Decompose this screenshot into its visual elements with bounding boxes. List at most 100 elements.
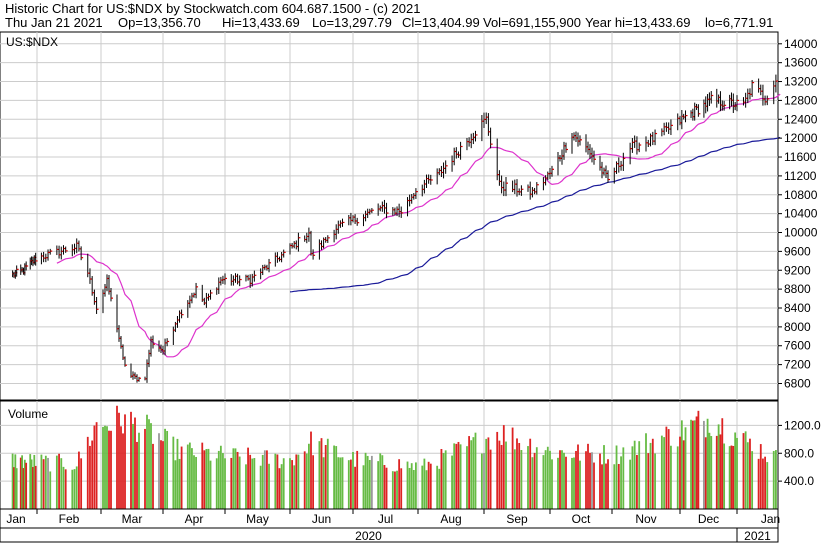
volume-bar (80, 458, 83, 509)
price-bar (613, 167, 617, 184)
volume-bar (178, 458, 181, 509)
volume-bar (605, 463, 607, 509)
volume-bar (15, 468, 18, 509)
volume-bar (455, 443, 458, 509)
volume-bar (451, 455, 453, 509)
volume-bar (551, 459, 553, 509)
price-bar (498, 170, 502, 186)
volume-bar (11, 453, 14, 509)
volume-bar (513, 449, 516, 509)
price-bar (138, 376, 141, 382)
volume-y-axis: 400.0 800.0 1200.0 (778, 418, 821, 488)
price-bar (91, 276, 95, 296)
volume-bar (249, 454, 252, 509)
volume-bar (266, 450, 268, 509)
volume-bar (201, 442, 204, 509)
price-bar (668, 122, 671, 134)
price-bar (636, 136, 639, 155)
price-tick-label: 11200 (784, 169, 817, 183)
volume-bar (571, 457, 573, 509)
volume-bar (489, 449, 492, 509)
volume-bar (186, 444, 189, 509)
price-bar (74, 243, 77, 255)
symbol-label: US:$NDX (6, 35, 58, 49)
x-year-labels: 2020 2021 (355, 528, 771, 543)
volume-bar (546, 446, 549, 509)
quote-volume: Vol=691,155,900 (483, 15, 581, 30)
volume-bar (654, 453, 656, 509)
quote-year-low: lo=6,771.91 (705, 15, 773, 30)
volume-bar (665, 426, 668, 509)
volume-bar (91, 440, 94, 509)
volume-bar (394, 471, 396, 509)
price-bar (531, 187, 535, 198)
price-bar (654, 129, 658, 146)
volume-bar (660, 435, 663, 509)
volume-bar (406, 461, 409, 509)
volume-bar (715, 435, 718, 509)
price-tick-label: 12000 (784, 131, 818, 145)
volume-bar (746, 442, 749, 509)
price-bar (224, 273, 227, 285)
price-tick-label: 13600 (784, 56, 818, 70)
price-bar (616, 161, 619, 174)
volume-bar (172, 436, 175, 509)
volume-bar (310, 431, 312, 509)
x-month-label: Mar (122, 512, 143, 526)
price-bar (56, 245, 59, 256)
volume-bar (459, 444, 462, 509)
volume-bar (44, 455, 47, 509)
volume-title: Volume (8, 407, 48, 421)
volume-bar (335, 446, 338, 509)
volume-bar (691, 420, 694, 509)
volume-bar (230, 457, 233, 509)
volume-bar (368, 459, 371, 509)
volume-bar (603, 445, 605, 509)
volume-bar (649, 442, 652, 509)
price-bar (45, 253, 48, 263)
volume-bar (215, 458, 218, 509)
price-bar (253, 270, 257, 282)
price-bar (490, 127, 493, 149)
volume-bar (717, 424, 720, 509)
volume-bar (772, 450, 775, 509)
volume-bar (663, 437, 666, 509)
volume-bar (297, 454, 300, 509)
volume-bar (158, 433, 160, 509)
volume-bar (164, 428, 166, 509)
volume-bar (93, 425, 96, 509)
volume-bar (132, 423, 134, 509)
price-bar (487, 113, 491, 136)
price-bar (710, 91, 714, 104)
volume-bar (651, 438, 654, 509)
volume-bar (176, 438, 179, 509)
volume-bar (86, 436, 89, 509)
price-bar (685, 110, 688, 123)
volume-bar (152, 443, 154, 509)
price-bar (629, 142, 633, 165)
volume-bar (58, 453, 60, 509)
price-bar (652, 131, 655, 146)
price-bar (661, 128, 664, 137)
price-tick-label: 11600 (784, 150, 817, 164)
quote-low: Lo=13,297.79 (312, 15, 392, 30)
volume-bar (425, 470, 428, 509)
volume-bar (620, 456, 622, 509)
price-bar (775, 74, 778, 93)
price-tick-label: 14000 (784, 37, 818, 51)
price-bar (415, 188, 418, 199)
volume-bar (442, 453, 445, 509)
price-bar (283, 249, 286, 258)
volume-bar (253, 458, 256, 509)
volume-bar (320, 438, 323, 509)
volume-bar (326, 438, 329, 509)
price-bar (445, 160, 448, 174)
volume-bar (108, 430, 110, 509)
volume-bar (466, 446, 468, 509)
price-bar (547, 171, 550, 181)
volume-tick-label: 400.0 (784, 474, 814, 488)
volume-bar (601, 464, 603, 509)
volume-bar (381, 455, 384, 509)
volume-bar (680, 420, 683, 509)
volume-bar (102, 426, 104, 509)
